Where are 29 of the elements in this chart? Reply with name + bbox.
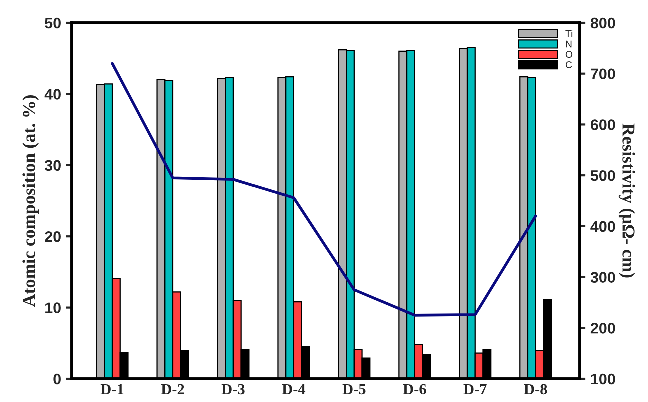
legend-label: O: [566, 51, 573, 58]
x-tick-label: D-4: [282, 384, 306, 394]
y2-tick-label: 200: [590, 323, 616, 334]
x-tick-label: D-8: [524, 384, 548, 395]
y2-tick-label: 800: [590, 18, 616, 29]
line-series: [111, 62, 538, 317]
x-tick-label: D-5: [342, 384, 366, 395]
y2-tick-label: 300: [590, 272, 616, 283]
y2-tick-label: 700: [591, 68, 616, 80]
y-tick-label: 20: [45, 231, 61, 242]
x-tick-label: D-1: [100, 384, 124, 394]
y-axis-title: Atomic composition (at. %): [22, 95, 40, 308]
y-tick-label: 30: [44, 160, 61, 172]
y2-tick-label: 100: [591, 374, 616, 385]
x-tick-label: D-3: [222, 384, 245, 395]
y-tick-label: 0: [54, 374, 61, 385]
legend-label: Ti: [566, 30, 573, 38]
y2-tick-label: 600: [590, 120, 616, 130]
legend-label: C: [566, 62, 572, 68]
y-tick-label: 40: [44, 89, 61, 100]
legend-label: N: [566, 40, 572, 48]
y2-tick-label: 500: [590, 170, 616, 182]
y2-tick-label: 400: [590, 221, 616, 232]
y2-axis-title: Resistivity (μΩ- cm): [618, 124, 636, 278]
x-tick-label: D-7: [464, 384, 487, 394]
x-tick-label: D-2: [161, 384, 184, 394]
y-tick-label: 10: [46, 302, 61, 314]
x-tick-label: D-6: [403, 384, 426, 395]
y-tick-label: 50: [45, 18, 61, 29]
